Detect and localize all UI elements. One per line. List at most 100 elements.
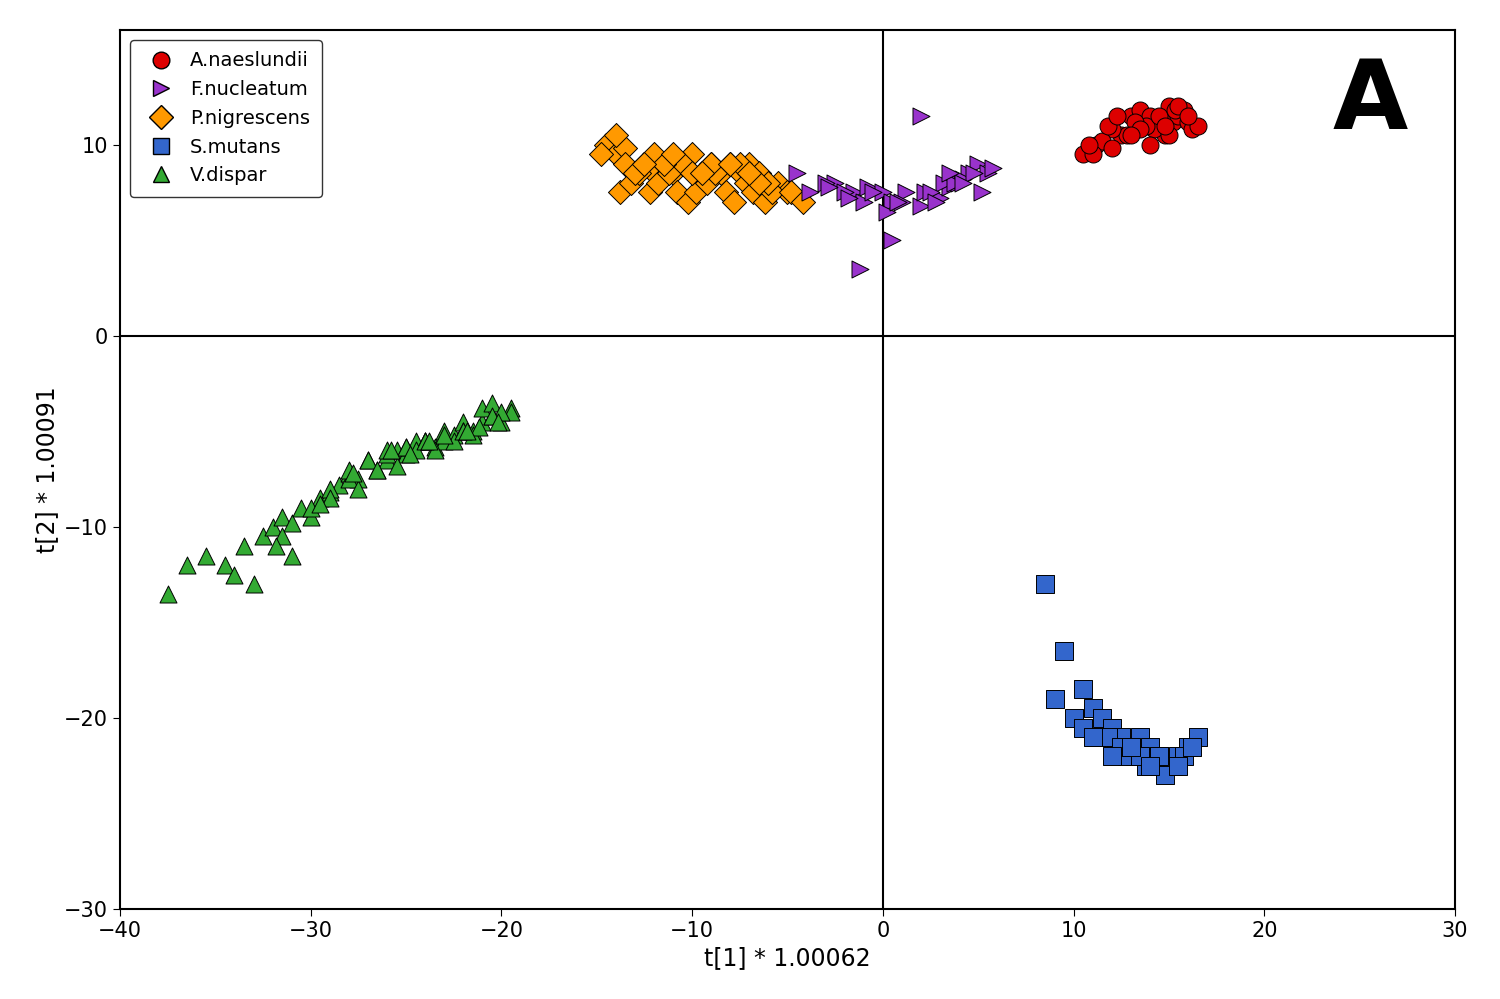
A.naeslundii — [1176, 114, 1200, 130]
V.dispar — [384, 443, 408, 459]
F.nucleatum — [784, 165, 808, 181]
V.dispar — [356, 452, 380, 468]
P.nigrescens — [728, 165, 752, 181]
V.dispar — [480, 408, 504, 424]
P.nigrescens — [620, 175, 644, 191]
F.nucleatum — [890, 194, 914, 210]
V.dispar — [366, 462, 390, 478]
F.nucleatum — [852, 194, 876, 210]
P.nigrescens — [622, 165, 646, 181]
P.nigrescens — [760, 185, 784, 201]
P.nigrescens — [680, 165, 703, 181]
S.mutans — [1128, 729, 1152, 745]
A.naeslundii — [1134, 118, 1158, 134]
A.naeslundii — [1162, 102, 1186, 118]
V.dispar — [454, 424, 478, 440]
P.nigrescens — [790, 194, 814, 210]
P.nigrescens — [608, 185, 631, 201]
A.naeslundii — [1128, 121, 1152, 137]
A.naeslundii — [1185, 118, 1209, 134]
P.nigrescens — [622, 165, 646, 181]
V.dispar — [346, 472, 370, 488]
F.nucleatum — [880, 232, 904, 248]
A.naeslundii — [1180, 121, 1204, 137]
P.nigrescens — [651, 156, 675, 172]
S.mutans — [1154, 767, 1178, 783]
P.nigrescens — [728, 156, 752, 172]
V.dispar — [340, 466, 364, 482]
V.dispar — [356, 452, 380, 468]
V.dispar — [398, 447, 422, 463]
P.nigrescens — [604, 127, 628, 143]
F.nucleatum — [957, 165, 981, 181]
V.dispar — [423, 443, 447, 459]
V.dispar — [471, 414, 495, 430]
V.dispar — [338, 472, 362, 488]
P.nigrescens — [718, 156, 742, 172]
V.dispar — [298, 500, 322, 515]
V.dispar — [375, 443, 399, 459]
A.naeslundii — [1148, 118, 1172, 134]
F.nucleatum — [798, 185, 822, 201]
P.nigrescens — [651, 156, 675, 172]
F.nucleatum — [874, 204, 898, 220]
A.naeslundii — [1154, 118, 1178, 134]
P.nigrescens — [776, 185, 800, 201]
F.nucleatum — [932, 175, 956, 191]
A.naeslundii — [1119, 108, 1143, 124]
F.nucleatum — [975, 165, 999, 181]
S.mutans — [1167, 748, 1191, 764]
P.nigrescens — [766, 175, 790, 191]
V.dispar — [318, 481, 342, 497]
V.dispar — [264, 538, 288, 554]
P.nigrescens — [708, 165, 732, 181]
S.mutans — [1148, 748, 1172, 764]
S.mutans — [1167, 758, 1191, 774]
A.naeslundii — [1114, 127, 1138, 143]
S.mutans — [1062, 710, 1086, 726]
V.dispar — [500, 401, 523, 417]
V.dispar — [432, 433, 456, 449]
A.naeslundii — [1128, 102, 1152, 118]
S.mutans — [1134, 758, 1158, 774]
P.nigrescens — [738, 165, 762, 181]
F.nucleatum — [963, 165, 987, 181]
V.dispar — [366, 462, 390, 478]
F.nucleatum — [924, 194, 948, 210]
S.mutans — [1180, 738, 1204, 754]
V.dispar — [489, 414, 513, 430]
P.nigrescens — [604, 146, 628, 162]
V.dispar — [471, 401, 495, 417]
P.nigrescens — [756, 175, 780, 191]
Legend: A.naeslundii, F.nucleatum, P.nigrescens, S.mutans, V.dispar: A.naeslundii, F.nucleatum, P.nigrescens,… — [129, 40, 321, 197]
Y-axis label: t[2] * 1.00091: t[2] * 1.00091 — [34, 387, 58, 552]
S.mutans — [1108, 738, 1134, 754]
P.nigrescens — [657, 165, 681, 181]
S.mutans — [1172, 748, 1196, 764]
V.dispar — [394, 439, 418, 455]
P.nigrescens — [690, 165, 714, 181]
A.naeslundii — [1084, 137, 1108, 153]
P.nigrescens — [614, 156, 638, 172]
P.nigrescens — [714, 185, 738, 201]
A.naeslundii — [1106, 108, 1130, 124]
F.nucleatum — [918, 185, 942, 201]
F.nucleatum — [837, 190, 861, 206]
S.mutans — [1090, 710, 1114, 726]
S.mutans — [1148, 748, 1172, 764]
S.mutans — [1100, 748, 1124, 764]
V.dispar — [480, 395, 504, 411]
P.nigrescens — [756, 185, 780, 201]
V.dispar — [452, 424, 476, 440]
A.naeslundii — [1122, 114, 1146, 130]
S.mutans — [1122, 748, 1146, 764]
P.nigrescens — [696, 175, 720, 191]
V.dispar — [460, 428, 484, 444]
S.mutans — [1108, 729, 1134, 745]
S.mutans — [1156, 758, 1180, 774]
V.dispar — [441, 433, 465, 449]
S.mutans — [1161, 758, 1185, 774]
P.nigrescens — [614, 141, 638, 157]
S.mutans — [1100, 719, 1124, 735]
F.nucleatum — [966, 156, 990, 172]
